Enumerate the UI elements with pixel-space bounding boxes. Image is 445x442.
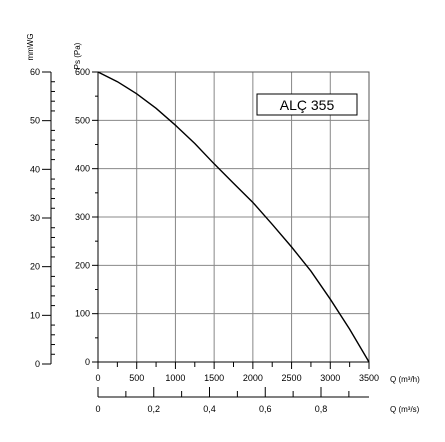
q-m3h-tick-label: 2500 xyxy=(282,373,302,383)
q-m3h-tick-label: 3000 xyxy=(320,373,340,383)
q-m3h-tick-label: 2000 xyxy=(243,373,263,383)
mmwg-ticks: 0 10 20 30 40 50 60 xyxy=(30,67,55,369)
q-m3h-ticks: 0 500 1000 1500 2000 2500 3000 3500 xyxy=(95,362,379,383)
grid xyxy=(97,71,370,363)
pa-tick-label: 300 xyxy=(75,212,90,222)
mmwg-tick-label: 40 xyxy=(30,164,40,174)
pa-tick-label: 100 xyxy=(75,309,90,319)
q-m3s-tick-label: 0,2 xyxy=(147,404,160,414)
pa-tick-label: 200 xyxy=(75,260,90,270)
q-m3s-tick-label: 0,6 xyxy=(259,404,272,414)
mmwg-axis-label: mmWG xyxy=(26,33,35,60)
legend-box xyxy=(256,93,358,116)
mmwg-tick-label: 30 xyxy=(30,213,40,223)
q-m3s-tick-label: 0,8 xyxy=(315,404,328,414)
mmwg-tick-label: 60 xyxy=(30,67,40,77)
q-m3h-tick-label: 3500 xyxy=(359,373,379,383)
pa-tick-label: 600 xyxy=(75,67,90,77)
q-m3s-axis: Q (m³/s) xyxy=(98,396,420,414)
q-m3s-axis-label: Q (m³/s) xyxy=(390,405,420,414)
pa-tick-label: 0 xyxy=(85,357,90,367)
mmwg-tick-label: 0 xyxy=(35,359,40,369)
q-m3s-tick-label: 0 xyxy=(95,404,100,414)
q-m3s-ticks: 0 0,2 0,4 0,6 0,8 xyxy=(95,387,350,414)
mmwg-tick-label: 10 xyxy=(30,310,40,320)
mmwg-tick-label: 20 xyxy=(30,262,40,272)
curve-layer xyxy=(97,71,370,363)
series-line-alc-355 xyxy=(97,71,370,363)
legend-label: ALÇ 355 xyxy=(280,97,335,113)
q-m3s-tick-label: 0,4 xyxy=(203,404,216,414)
q-m3h-tick-label: 1000 xyxy=(165,373,185,383)
pa-axis-label: Ps (Pa) xyxy=(73,42,82,69)
q-m3h-tick-label: 0 xyxy=(95,373,100,383)
q-m3h-axis-label: Q (m³/h) xyxy=(390,375,420,384)
mmwg-tick-label: 50 xyxy=(30,116,40,126)
legend: ALÇ 355 xyxy=(256,93,358,116)
pa-ticks: 0 100 200 300 400 500 600 xyxy=(75,67,98,367)
pa-tick-label: 400 xyxy=(75,164,90,174)
q-m3h-tick-label: 1500 xyxy=(204,373,224,383)
q-m3h-tick-label: 500 xyxy=(129,373,144,383)
pa-tick-label: 500 xyxy=(75,115,90,125)
